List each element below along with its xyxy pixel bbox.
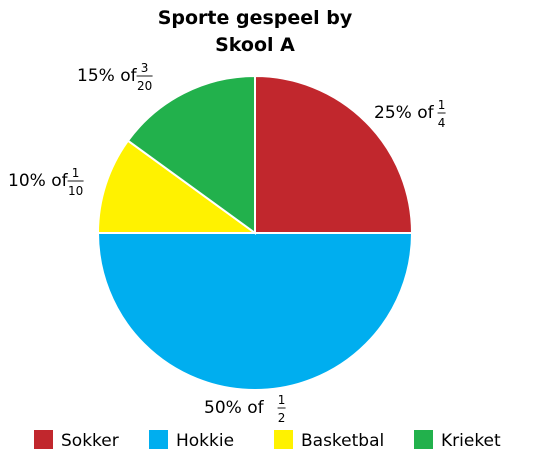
slice-percent-hokkie: 50% of [204,398,265,418]
fraction-numerator: 1 [278,393,286,407]
slice-basketbal [96,139,259,234]
legend-swatch [34,430,53,449]
slice-percent-basketbal: 10% of [8,171,69,191]
fraction-numerator: 1 [72,166,80,180]
fraction-denominator: 10 [68,184,83,198]
legend-item-hokkie: Hokkie [149,430,234,451]
fraction-numerator: 1 [438,98,446,112]
pie-slices [96,74,414,391]
legend: Sokker Hokkie Basketbal Krieket [34,430,501,451]
chart-title-line-1: Sporte gespeel by [158,7,353,29]
slice-label-basketbal: 10% of 1 10 [8,166,84,198]
slice-label-hokkie: 50% of 1 2 [204,393,286,425]
slice-hokkie [96,232,414,391]
slice-percent-sokker: 25% of [374,103,435,123]
legend-label: Krieket [441,431,501,451]
legend-label: Basketbal [301,431,384,451]
legend-label: Hokkie [176,431,234,451]
legend-swatch [274,430,293,449]
slice-sokker [254,74,414,234]
legend-item-krieket: Krieket [414,430,501,451]
fraction-denominator: 20 [137,79,152,93]
legend-swatch [149,430,168,449]
legend-swatch [414,430,433,449]
fraction-numerator: 3 [141,61,149,75]
chart-title-line-2: Skool A [215,34,295,56]
slice-label-sokker: 25% of 1 4 [374,98,446,130]
legend-item-sokker: Sokker [34,430,119,451]
fraction-denominator: 2 [278,411,286,425]
slice-percent-krieket: 15% of [77,66,138,86]
slice-krieket [126,74,256,235]
fraction-denominator: 4 [438,116,446,130]
legend-item-basketbal: Basketbal [274,430,384,451]
slice-label-krieket: 15% of 3 20 [77,61,153,93]
legend-label: Sokker [61,431,119,451]
